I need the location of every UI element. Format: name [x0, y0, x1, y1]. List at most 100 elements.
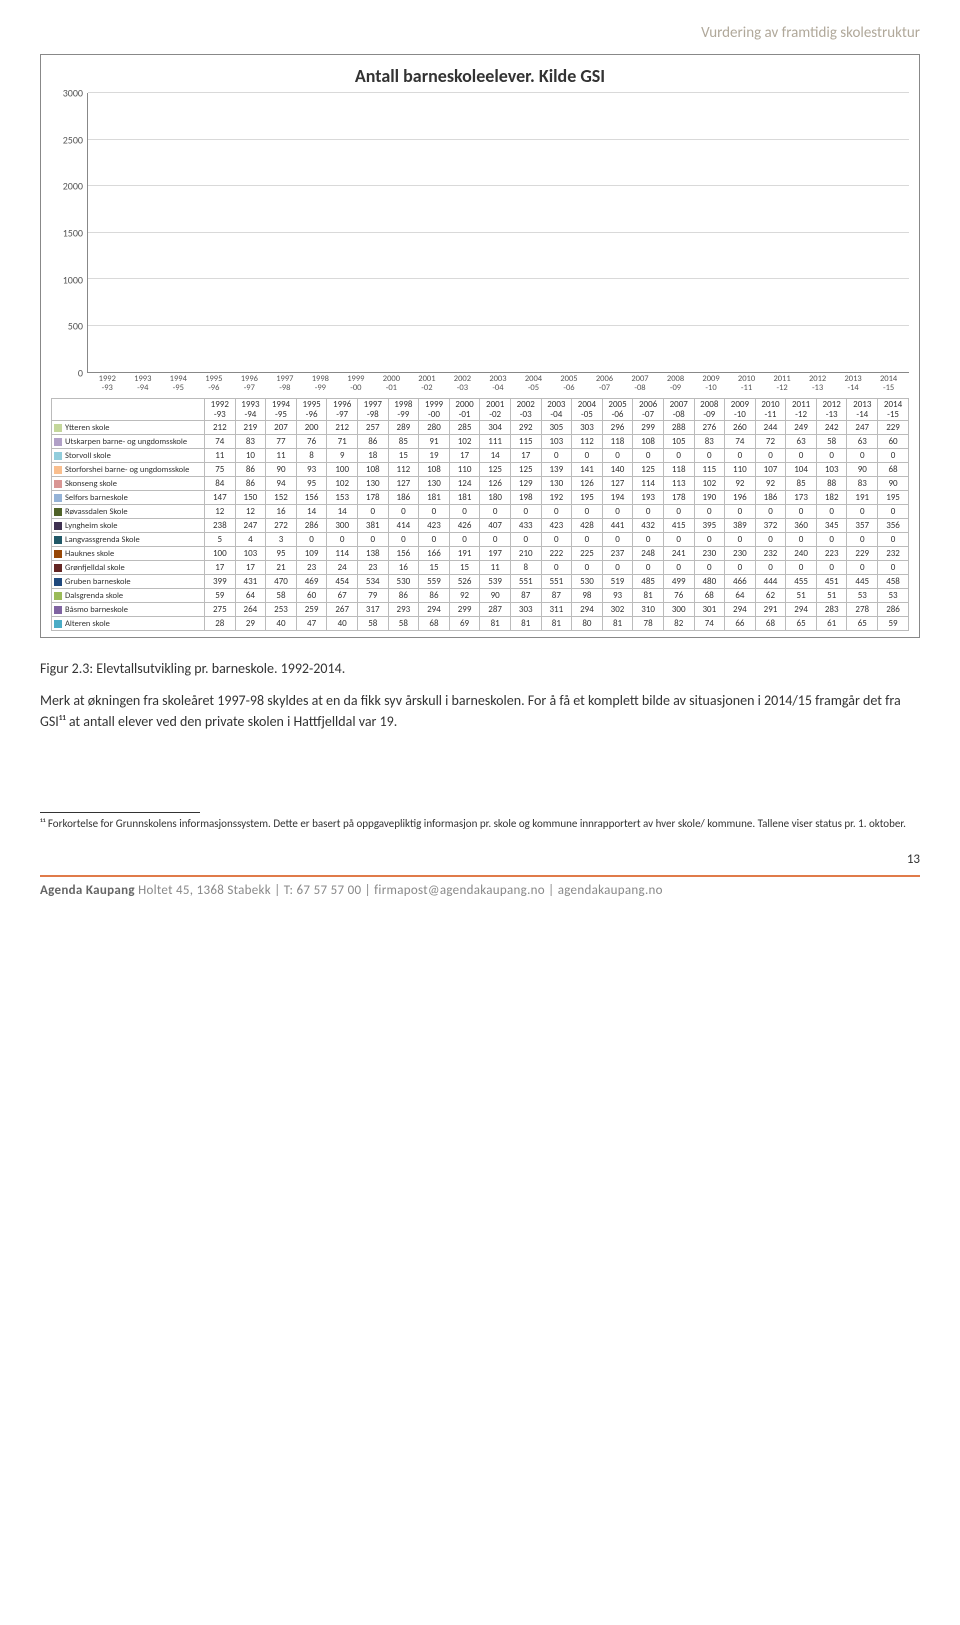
x-label: 2008-09	[659, 375, 692, 394]
data-cell: 141	[572, 463, 603, 477]
data-cell: 244	[755, 421, 786, 435]
data-cell: 182	[816, 491, 847, 505]
chart-plot-area: 050010001500200025003000	[51, 93, 909, 373]
data-cell: 15	[388, 449, 419, 463]
data-cell: 300	[663, 603, 694, 617]
data-cell: 130	[419, 477, 450, 491]
data-cell: 240	[786, 547, 817, 561]
legend-swatch	[54, 508, 62, 516]
data-cell: 470	[266, 575, 297, 589]
data-cell: 178	[663, 491, 694, 505]
data-cell: 458	[878, 575, 909, 589]
data-cell: 103	[235, 547, 266, 561]
data-cell: 212	[205, 421, 236, 435]
data-cell: 51	[816, 589, 847, 603]
figure-caption: Figur 2.3: Elevtallsutvikling pr. barnes…	[40, 660, 920, 677]
data-cell: 82	[663, 617, 694, 631]
data-cell: 229	[847, 547, 878, 561]
data-cell: 92	[725, 477, 756, 491]
x-label: 1996-97	[233, 375, 266, 394]
data-cell: 15	[449, 561, 480, 575]
data-cell: 303	[572, 421, 603, 435]
table-row: Ytteren skole212219207200212257289280285…	[52, 421, 909, 435]
data-cell: 259	[296, 603, 327, 617]
data-cell: 230	[694, 547, 725, 561]
x-label: 2004-05	[517, 375, 550, 394]
data-cell: 423	[419, 519, 450, 533]
data-cell: 108	[419, 463, 450, 477]
data-cell: 260	[725, 421, 756, 435]
legend-swatch	[54, 480, 62, 488]
data-cell: 415	[663, 519, 694, 533]
data-cell: 200	[296, 421, 327, 435]
data-cell: 181	[419, 491, 450, 505]
data-cell: 303	[510, 603, 541, 617]
y-tick: 1000	[51, 273, 83, 286]
data-cell: 0	[663, 533, 694, 547]
y-tick: 3000	[51, 87, 83, 100]
data-cell: 0	[572, 449, 603, 463]
legend-swatch	[54, 452, 62, 460]
data-cell: 302	[602, 603, 633, 617]
data-cell: 317	[357, 603, 388, 617]
data-cell: 23	[296, 561, 327, 575]
data-cell: 16	[266, 505, 297, 519]
data-cell: 225	[572, 547, 603, 561]
data-cell: 64	[725, 589, 756, 603]
data-cell: 8	[510, 561, 541, 575]
gridline	[88, 92, 909, 93]
footer: Agenda Kaupang Holtet 45, 1368 Stabekk |…	[40, 875, 920, 898]
data-cell: 18	[357, 449, 388, 463]
data-cell: 86	[235, 463, 266, 477]
data-cell: 248	[633, 547, 664, 561]
data-cell: 0	[296, 533, 327, 547]
data-cell: 81	[541, 617, 572, 631]
data-cell: 195	[878, 491, 909, 505]
data-cell: 84	[205, 477, 236, 491]
data-cell: 85	[388, 435, 419, 449]
data-cell: 278	[847, 603, 878, 617]
data-cell: 127	[602, 477, 633, 491]
data-cell: 480	[694, 575, 725, 589]
data-cell: 275	[205, 603, 236, 617]
data-cell: 551	[541, 575, 572, 589]
data-cell: 0	[572, 505, 603, 519]
data-cell: 288	[663, 421, 694, 435]
data-cell: 114	[327, 547, 358, 561]
data-cell: 62	[755, 589, 786, 603]
data-cell: 280	[419, 421, 450, 435]
data-cell: 4	[235, 533, 266, 547]
data-cell: 237	[602, 547, 633, 561]
data-cell: 232	[755, 547, 786, 561]
x-label: 1997-98	[269, 375, 302, 394]
data-cell: 93	[602, 589, 633, 603]
data-cell: 294	[572, 603, 603, 617]
data-cell: 0	[419, 505, 450, 519]
data-cell: 65	[786, 617, 817, 631]
data-cell: 299	[633, 421, 664, 435]
data-cell: 91	[419, 435, 450, 449]
data-cell: 294	[419, 603, 450, 617]
data-cell: 0	[725, 505, 756, 519]
data-cell: 114	[633, 477, 664, 491]
doc-header: Vurdering av framtidig skolestruktur	[40, 24, 920, 42]
data-cell: 286	[878, 603, 909, 617]
data-cell: 360	[786, 519, 817, 533]
data-cell: 69	[449, 617, 480, 631]
table-row: Grønfjelldal skole1717212324231615151180…	[52, 561, 909, 575]
y-tick: 2500	[51, 133, 83, 146]
data-cell: 445	[847, 575, 878, 589]
series-name-cell: Alteren skole	[52, 617, 205, 631]
data-cell: 125	[633, 463, 664, 477]
data-cell: 0	[602, 449, 633, 463]
table-row: Selfors barneskole1471501521561531781861…	[52, 491, 909, 505]
data-cell: 81	[602, 617, 633, 631]
data-cell: 232	[878, 547, 909, 561]
series-name-cell: Hauknes skole	[52, 547, 205, 561]
data-cell: 86	[235, 477, 266, 491]
data-cell: 191	[449, 547, 480, 561]
y-tick: 0	[51, 367, 83, 380]
table-row: Storvoll skole11101189181519171417000000…	[52, 449, 909, 463]
data-cell: 551	[510, 575, 541, 589]
data-cell: 53	[878, 589, 909, 603]
